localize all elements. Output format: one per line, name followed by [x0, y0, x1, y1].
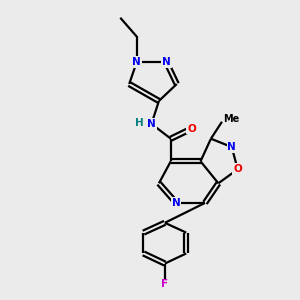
Text: F: F — [161, 279, 168, 289]
Text: O: O — [187, 124, 196, 134]
Text: N: N — [132, 57, 141, 67]
Text: N: N — [172, 198, 181, 208]
Text: Me: Me — [223, 114, 240, 124]
Text: N: N — [162, 57, 171, 67]
Text: H: H — [135, 118, 143, 128]
Text: O: O — [233, 164, 242, 174]
Text: N: N — [227, 142, 236, 152]
Text: N: N — [147, 119, 156, 129]
